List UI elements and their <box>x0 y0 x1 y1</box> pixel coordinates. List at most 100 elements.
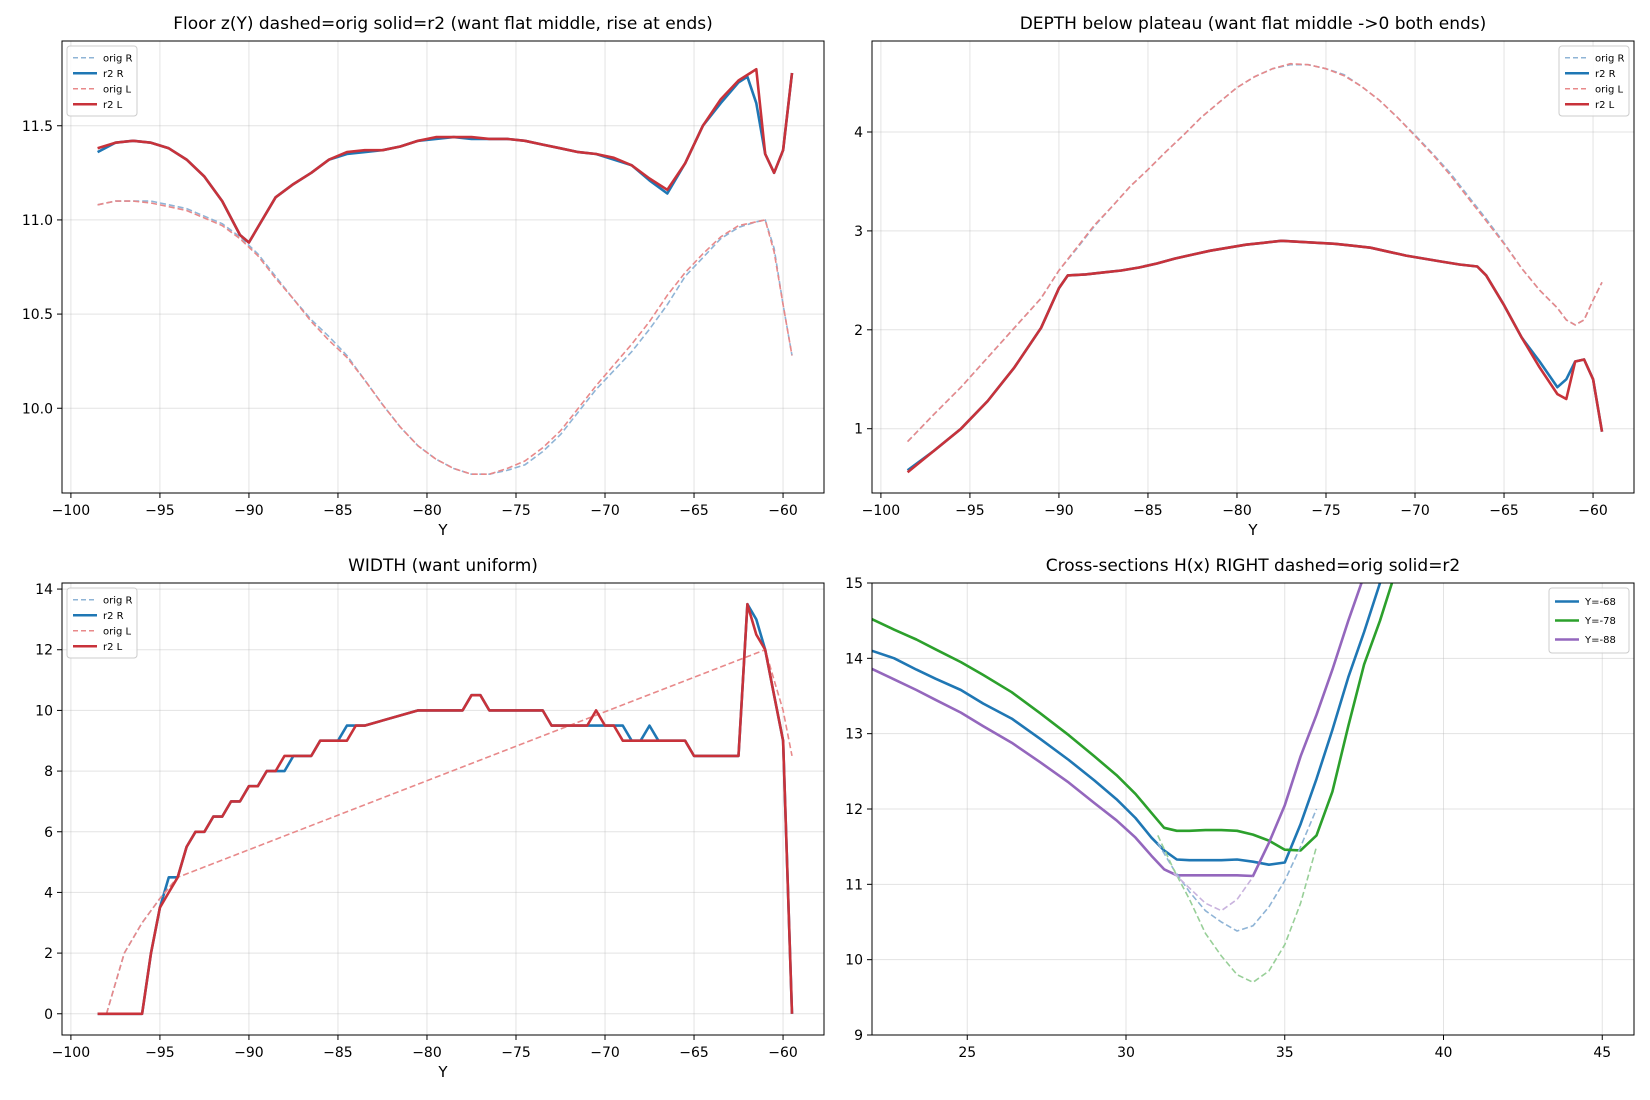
x-tick-label: −65 <box>1489 503 1519 519</box>
plot-frame <box>871 40 1635 494</box>
x-tick-label: −95 <box>145 503 175 519</box>
x-tick-label: −100 <box>52 503 90 519</box>
y-tick-label: 6 <box>44 825 53 841</box>
chart-title: Cross-sections H(x) RIGHT dashed=orig so… <box>1046 556 1461 576</box>
y-tick-label: 14 <box>35 582 53 598</box>
y-tick-label: 10.0 <box>22 401 53 417</box>
x-tick-label: −75 <box>501 1045 531 1061</box>
plot-frame <box>61 582 825 1036</box>
chart-title: Floor z(Y) dashed=orig solid=r2 (want fl… <box>173 14 713 34</box>
legend-label: orig R <box>103 53 133 64</box>
x-tick-label: −60 <box>768 503 798 519</box>
legend-label: r2 L <box>103 642 123 653</box>
grid <box>872 41 1634 493</box>
y-tick-label: 10 <box>845 953 863 969</box>
series-line-unnamed-3 <box>1157 808 1318 932</box>
series-line-Y-88 <box>872 583 1363 878</box>
x-tick-label: −65 <box>679 1045 709 1061</box>
x-axis-label: Y <box>1247 521 1258 539</box>
x-tick-label: −85 <box>323 1045 353 1061</box>
y-tick-label: 11.0 <box>22 213 53 229</box>
chart-panel-4: 25 30 35 40 45 9 10 11 12 13 14 15 Cross-sections H(… <box>845 556 1635 1061</box>
x-tick-label: 40 <box>1435 1045 1453 1061</box>
x-tick-label: −65 <box>679 503 709 519</box>
series-line-r2-L <box>906 239 1604 474</box>
legend-label: r2 R <box>1595 69 1616 80</box>
series-line-Y-78 <box>872 583 1394 852</box>
chart-panel-1: −100 −95 −90 −85 −80 −75 −70 −65 −60 10.0 10.5 11.0… <box>22 14 825 539</box>
legend-label: orig L <box>1595 84 1624 95</box>
series-line-Y-68 <box>872 583 1382 867</box>
series-line-orig-R <box>907 63 1603 443</box>
legend-box <box>66 587 138 659</box>
legend-label: Y=-68 <box>1584 597 1616 608</box>
y-tick-label: 10 <box>35 703 53 719</box>
x-tick-label: −70 <box>590 503 620 519</box>
y-tick-label: 4 <box>44 885 53 901</box>
chart-title: WIDTH (want uniform) <box>348 556 538 576</box>
legend-label: Y=-88 <box>1584 635 1616 646</box>
y-tick-label: 10.5 <box>22 307 53 323</box>
y-tick-label: 4 <box>854 125 863 141</box>
y-tick-label: 14 <box>845 651 863 667</box>
x-tick-label: −75 <box>501 503 531 519</box>
grid <box>62 583 824 1035</box>
x-tick-label: −85 <box>323 503 353 519</box>
x-axis-label: Y <box>437 1063 448 1081</box>
x-tick-label: −60 <box>1578 503 1608 519</box>
x-tick-label: −80 <box>1222 503 1252 519</box>
y-tick-label: 8 <box>44 764 53 780</box>
series-line-r2-L <box>97 602 794 1016</box>
series-group <box>906 62 1604 474</box>
chart-panel-3: −100 −95 −90 −85 −80 −75 −70 −65 −60 0 2 4 6 8 10 12 14 W… <box>35 556 825 1081</box>
x-axis-label: Y <box>437 521 448 539</box>
legend-label: orig L <box>103 626 132 637</box>
y-tick-label: 12 <box>845 802 863 818</box>
x-tick-label: −85 <box>1133 503 1163 519</box>
series-group <box>872 583 1394 984</box>
x-tick-label: −75 <box>1311 503 1341 519</box>
y-tick-label: 12 <box>35 643 53 659</box>
x-tick-label: 25 <box>958 1045 976 1061</box>
x-tick-label: −80 <box>412 503 442 519</box>
series-line-orig-L <box>97 200 793 476</box>
series-line-r2-R <box>97 602 794 1016</box>
y-tick-label: 0 <box>44 1007 53 1023</box>
series-line-r2-R <box>906 239 1604 472</box>
y-tick-label: 2 <box>44 946 53 962</box>
legend-label: orig R <box>103 595 133 606</box>
legend-box <box>66 45 138 117</box>
legend: orig R r2 R orig L r2 L <box>66 45 138 117</box>
x-tick-label: −100 <box>52 1045 90 1061</box>
legend-label: r2 L <box>1595 100 1615 111</box>
legend-label: orig R <box>1595 53 1625 64</box>
x-tick-label: −90 <box>1044 503 1074 519</box>
series-group <box>96 67 794 476</box>
legend-label: r2 R <box>103 611 124 622</box>
y-tick-label: 1 <box>854 422 863 438</box>
legend: orig R r2 R orig L r2 L <box>1558 45 1630 117</box>
y-tick-label: 13 <box>845 727 863 743</box>
series-line-r2-L <box>97 67 794 244</box>
legend-label: orig L <box>103 84 132 95</box>
series-line-orig-R <box>97 200 793 476</box>
x-tick-label: 35 <box>1276 1045 1294 1061</box>
y-tick-label: 11.5 <box>22 119 53 135</box>
x-tick-label: 45 <box>1593 1045 1611 1061</box>
series-line-orig-L <box>907 62 1603 443</box>
x-tick-label: −95 <box>145 1045 175 1061</box>
grid <box>62 41 824 493</box>
x-tick-label: −100 <box>862 503 900 519</box>
plot-frame <box>61 40 825 494</box>
series-group <box>97 602 794 1016</box>
legend-box <box>1548 587 1630 654</box>
y-tick-label: 9 <box>854 1028 863 1044</box>
x-tick-label: −90 <box>234 1045 264 1061</box>
x-tick-label: 30 <box>1117 1045 1135 1061</box>
y-tick-label: 11 <box>845 877 863 893</box>
chart-title: DEPTH below plateau (want flat middle ->… <box>1020 14 1487 34</box>
x-tick-label: −80 <box>412 1045 442 1061</box>
legend: Y=-68 Y=-78 Y=-88 <box>1548 587 1630 654</box>
legend-label: r2 L <box>103 100 123 111</box>
